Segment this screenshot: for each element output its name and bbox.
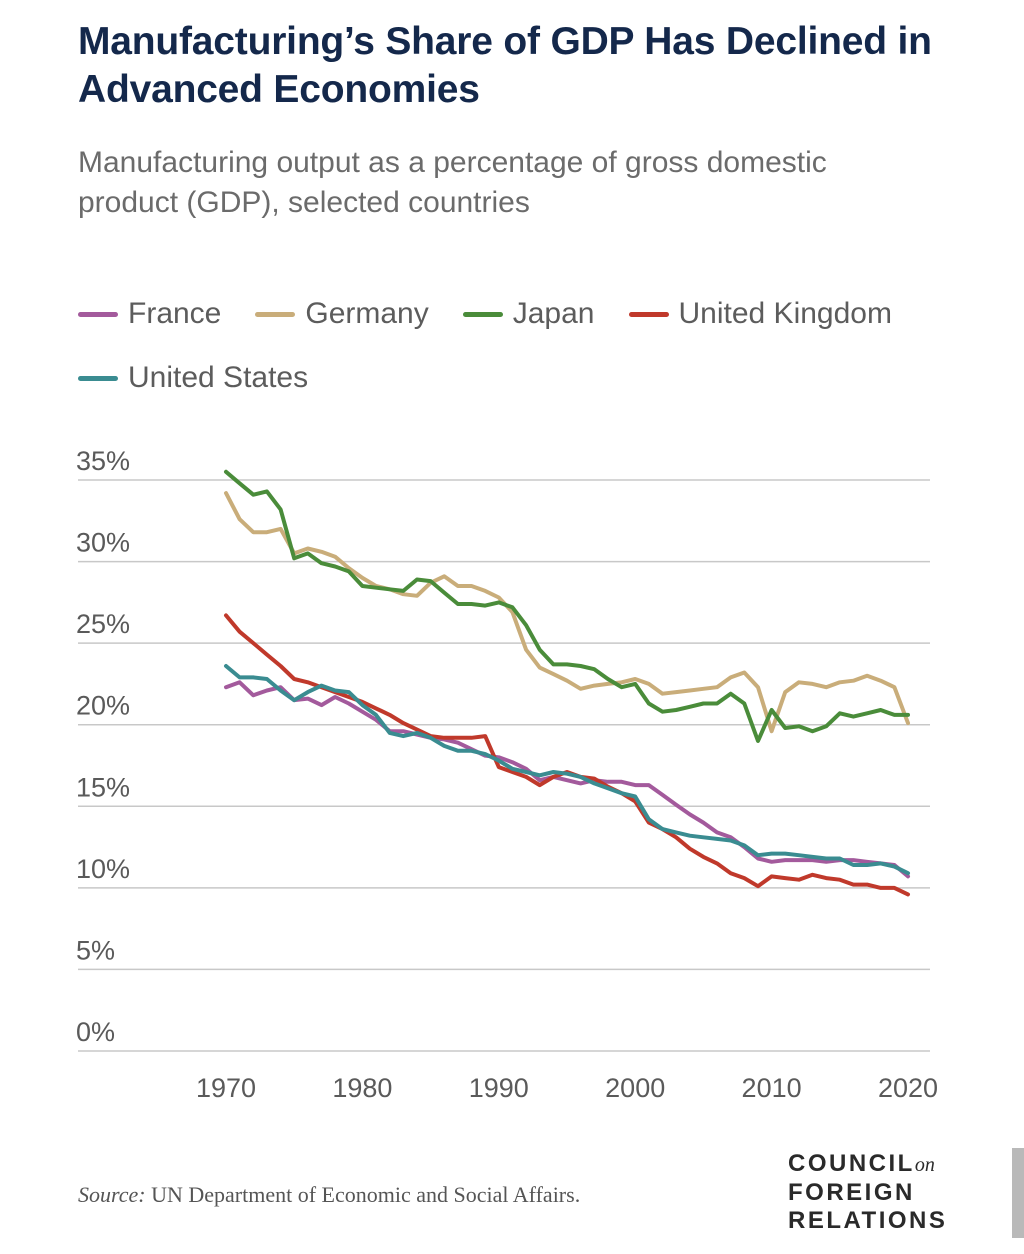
y-tick-label: 15% — [76, 772, 130, 802]
legend-item-united-states: United States — [78, 354, 308, 402]
legend-swatch-germany — [255, 311, 296, 317]
series-line-germany — [224, 491, 910, 734]
x-tick-label: 1990 — [469, 1073, 529, 1103]
logo-word-on: on — [914, 1154, 935, 1176]
legend-item-united-kingdom: United Kingdom — [628, 290, 892, 338]
legend-label-united-states: United States — [128, 361, 309, 394]
x-tick-label: 2020 — [878, 1073, 938, 1103]
x-tick-label: 1980 — [332, 1073, 392, 1103]
series-line-united-states — [224, 664, 910, 876]
logo-line-2: FOREIGN — [788, 1179, 915, 1206]
y-axis-ticks: 0% 5% 10% 15% 20% 25% 30% 35% — [76, 446, 130, 1047]
legend-swatch-france — [78, 311, 118, 317]
legend-swatch-united-kingdom — [628, 311, 669, 317]
source-label: Source: — [78, 1182, 146, 1207]
line-chart: 0% 5% 10% 15% 20% 25% 30% 35% 1970 1980 1990 2000 2… — [76, 446, 938, 1103]
legend-item-france: France — [78, 290, 221, 338]
legend-label-japan: Japan — [512, 297, 595, 330]
y-tick-label: 5% — [76, 935, 115, 965]
legend-label-germany: Germany — [305, 297, 429, 330]
gridlines — [78, 479, 930, 1052]
chart-subtitle: Manufacturing output as a percentage of … — [78, 146, 827, 219]
logo-line-1: COUNCILon — [788, 1150, 947, 1179]
legend-swatch-united-states — [78, 375, 118, 381]
legend-item-germany: Germany — [255, 290, 429, 338]
source-text: UN Department of Economic and Social Aff… — [151, 1182, 581, 1207]
cfr-logo: COUNCILon FOREIGN RELATIONS — [788, 1150, 947, 1235]
series-lines — [224, 469, 910, 897]
x-tick-label: 2000 — [605, 1073, 665, 1103]
legend-swatch-japan — [462, 311, 503, 317]
legend-item-japan: Japan — [462, 290, 595, 338]
legend-label-france: France — [128, 297, 222, 330]
x-tick-label: 1970 — [196, 1073, 256, 1103]
logo-line-3: RELATIONS — [788, 1207, 948, 1234]
chart-title: Manufacturing’s Share of GDP Has Decline… — [78, 20, 932, 111]
series-line-united-kingdom — [224, 613, 910, 897]
source-note: Source: UN Department of Economic and So… — [78, 1182, 580, 1208]
logo-word-council: COUNCIL — [788, 1150, 915, 1177]
y-tick-label: 25% — [76, 609, 130, 639]
y-tick-label: 35% — [76, 446, 130, 476]
y-tick-label: 10% — [76, 854, 130, 884]
y-tick-label: 0% — [76, 1017, 115, 1047]
x-tick-label: 2010 — [742, 1073, 802, 1103]
y-tick-label: 20% — [76, 691, 130, 721]
y-tick-label: 30% — [76, 528, 130, 558]
legend-label-united-kingdom: United Kingdom — [678, 297, 892, 330]
series-line-japan — [224, 469, 910, 743]
x-axis-ticks: 1970 1980 1990 2000 2010 2020 — [196, 1073, 938, 1103]
legend: France Germany Japan United Kingdom Unit… — [78, 290, 978, 402]
page-edge-scrollbar — [1012, 1148, 1024, 1238]
series-line-france — [224, 680, 910, 879]
